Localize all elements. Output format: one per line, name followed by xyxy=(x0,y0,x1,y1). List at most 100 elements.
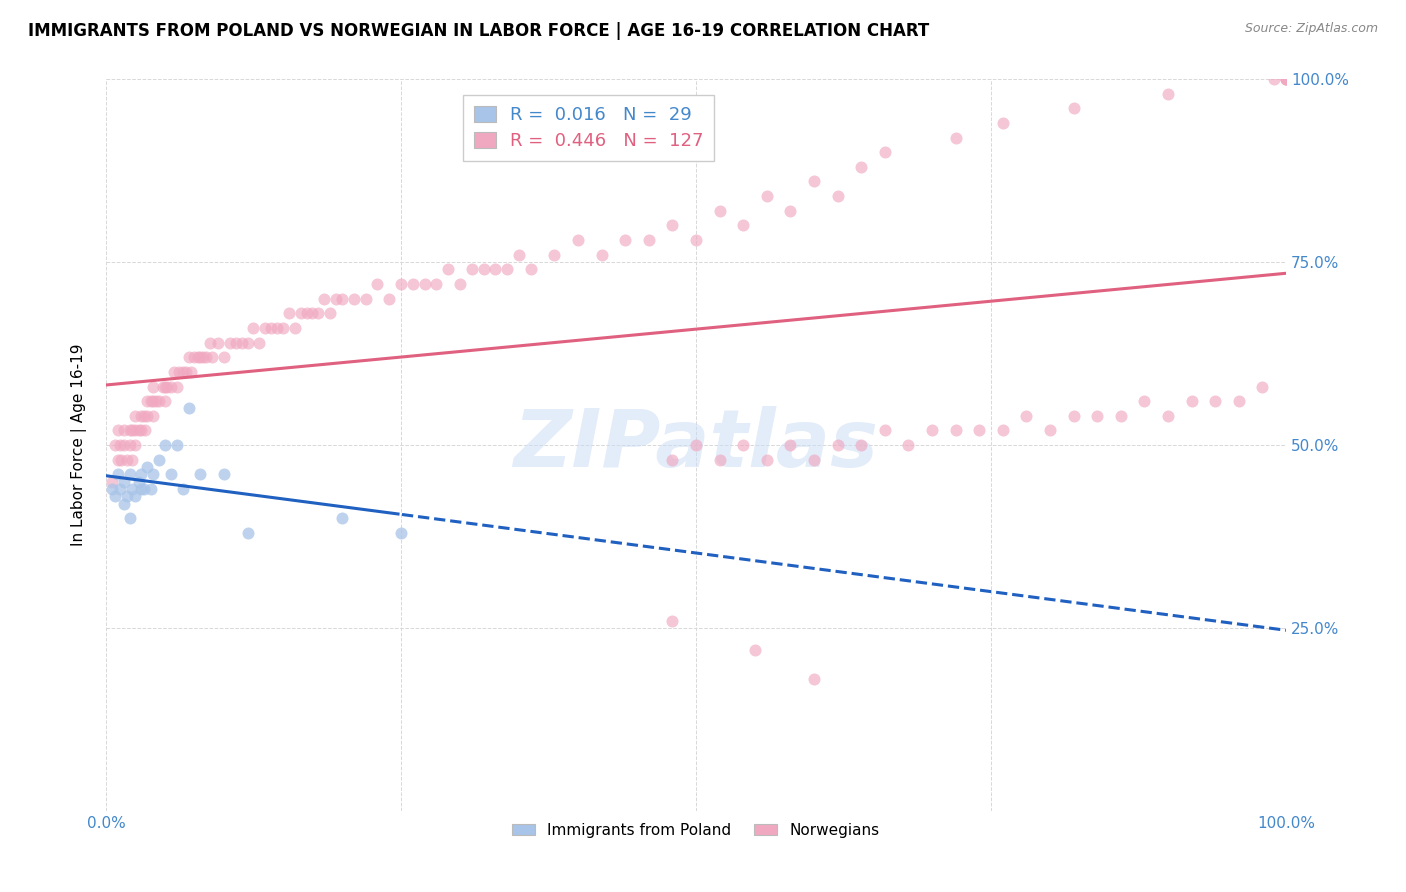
Point xyxy=(827,438,849,452)
Point xyxy=(325,292,347,306)
Point xyxy=(136,460,159,475)
Point xyxy=(132,409,155,423)
Point xyxy=(1157,87,1180,101)
Point xyxy=(1109,409,1132,423)
Point xyxy=(101,475,124,489)
Point xyxy=(212,467,235,482)
Point xyxy=(330,511,353,525)
Point xyxy=(153,379,176,393)
Point xyxy=(314,292,336,306)
Point xyxy=(177,401,200,416)
Legend: Immigrants from Poland, Norwegians: Immigrants from Poland, Norwegians xyxy=(506,816,886,844)
Point xyxy=(142,467,165,482)
Point xyxy=(849,160,872,174)
Point xyxy=(1275,72,1298,87)
Point xyxy=(131,467,153,482)
Point xyxy=(425,277,447,291)
Point xyxy=(945,130,967,145)
Point xyxy=(136,394,159,409)
Point xyxy=(172,365,194,379)
Point xyxy=(1251,379,1274,393)
Point xyxy=(520,262,543,277)
Point xyxy=(254,321,277,335)
Point xyxy=(134,424,156,438)
Point xyxy=(225,335,247,350)
Point xyxy=(201,350,224,364)
Point xyxy=(484,262,506,277)
Point xyxy=(389,525,412,540)
Point xyxy=(260,321,283,335)
Point xyxy=(118,438,141,452)
Point xyxy=(128,475,150,489)
Point xyxy=(180,365,202,379)
Point xyxy=(319,306,342,320)
Point xyxy=(709,452,731,467)
Point xyxy=(187,350,209,364)
Point xyxy=(112,424,135,438)
Point xyxy=(1263,72,1285,87)
Point xyxy=(755,189,778,203)
Point xyxy=(107,467,129,482)
Point xyxy=(153,438,176,452)
Point xyxy=(219,335,242,350)
Point xyxy=(108,482,131,496)
Point xyxy=(1085,409,1108,423)
Point xyxy=(112,497,135,511)
Point xyxy=(472,262,495,277)
Point xyxy=(1133,394,1156,409)
Point xyxy=(1063,101,1085,115)
Point xyxy=(991,116,1014,130)
Point xyxy=(496,262,519,277)
Point xyxy=(121,424,143,438)
Point xyxy=(744,643,766,657)
Point xyxy=(128,424,150,438)
Point xyxy=(1039,424,1062,438)
Point xyxy=(124,438,146,452)
Point xyxy=(614,233,637,247)
Point xyxy=(827,189,849,203)
Point xyxy=(413,277,436,291)
Point xyxy=(183,350,205,364)
Point xyxy=(402,277,425,291)
Point xyxy=(236,335,259,350)
Text: Source: ZipAtlas.com: Source: ZipAtlas.com xyxy=(1244,22,1378,36)
Point xyxy=(567,233,589,247)
Point xyxy=(139,394,162,409)
Point xyxy=(121,482,143,496)
Point xyxy=(121,452,143,467)
Point xyxy=(104,438,127,452)
Point xyxy=(284,321,307,335)
Point xyxy=(277,306,299,320)
Point xyxy=(1063,409,1085,423)
Point xyxy=(1227,394,1250,409)
Point xyxy=(301,306,323,320)
Point xyxy=(163,365,186,379)
Point xyxy=(330,292,353,306)
Point xyxy=(461,262,484,277)
Point xyxy=(449,277,471,291)
Point xyxy=(354,292,377,306)
Point xyxy=(107,452,129,467)
Point xyxy=(142,394,165,409)
Point xyxy=(591,248,613,262)
Point xyxy=(136,409,159,423)
Point xyxy=(685,438,707,452)
Point xyxy=(124,424,146,438)
Point xyxy=(709,203,731,218)
Point xyxy=(166,438,188,452)
Point xyxy=(167,365,190,379)
Point xyxy=(1204,394,1226,409)
Point xyxy=(247,335,270,350)
Point xyxy=(295,306,318,320)
Point xyxy=(366,277,388,291)
Point xyxy=(152,379,174,393)
Point xyxy=(153,394,176,409)
Point xyxy=(873,145,896,160)
Point xyxy=(803,452,825,467)
Point xyxy=(637,233,659,247)
Point xyxy=(1180,394,1202,409)
Text: IMMIGRANTS FROM POLAND VS NORWEGIAN IN LABOR FORCE | AGE 16-19 CORRELATION CHART: IMMIGRANTS FROM POLAND VS NORWEGIAN IN L… xyxy=(28,22,929,40)
Point xyxy=(112,438,135,452)
Point xyxy=(118,424,141,438)
Point xyxy=(190,467,212,482)
